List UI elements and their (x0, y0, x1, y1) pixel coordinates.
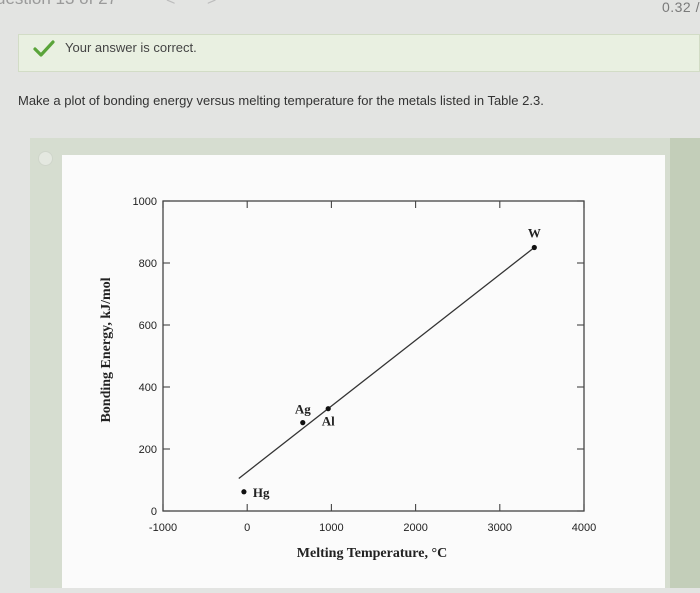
answer-select-radio[interactable] (38, 151, 53, 166)
point-label-w: W (528, 226, 541, 241)
data-point-w (531, 244, 537, 251)
y-tick-label: 800 (139, 258, 157, 270)
data-point-hg (241, 489, 247, 495)
previous-question-button[interactable]: < (166, 0, 176, 9)
x-tick-label: 2000 (403, 522, 427, 534)
point-label-ag: Ag (295, 402, 311, 417)
next-question-button[interactable]: > (207, 0, 217, 9)
correct-answer-banner: Your answer is correct. (18, 34, 700, 72)
data-point-ag (300, 420, 306, 426)
question-counter: uestion 13 of 27 (0, 0, 117, 9)
score-display: 0.32 / (661, 0, 700, 15)
point-label-hg: Hg (253, 485, 270, 500)
x-tick-label: 0 (244, 522, 250, 534)
bonding-energy-chart: -1000 0 1000 2000 3000 400002004006008001000 … (99, 196, 596, 561)
question-prompt: Make a plot of bonding energy versus mel… (18, 93, 544, 108)
y-axis-label: Bonding Energy, kJ/mol (99, 277, 114, 422)
x-tick-label: 1000 (319, 522, 343, 534)
y-tick-label: 400 (139, 382, 157, 394)
x-tick-label: 4000 (572, 522, 596, 534)
y-tick-label: 1000 (133, 196, 157, 208)
trend-line (238, 246, 535, 479)
answer-frame-edge (670, 138, 700, 588)
x-axis-label: Melting Temperature, °C (297, 546, 447, 561)
data-point-al (325, 406, 331, 412)
point-label-al: Al (322, 414, 335, 429)
chart-card: -1000 0 1000 2000 3000 4000 0 200 400 600 800 1000 … (62, 155, 665, 588)
plot-frame (162, 200, 585, 512)
feedback-text: Your answer is correct. (65, 40, 197, 55)
question-nav: uestion 13 of 27 < > 0.32 / (0, 0, 700, 22)
x-tick-label: -1000 (149, 522, 177, 534)
y-tick-label: 200 (139, 444, 157, 456)
check-icon (33, 40, 55, 57)
y-tick-label: 0 (151, 506, 157, 518)
x-tick-label: 3000 (488, 522, 512, 534)
y-tick-label: 600 (139, 320, 157, 332)
